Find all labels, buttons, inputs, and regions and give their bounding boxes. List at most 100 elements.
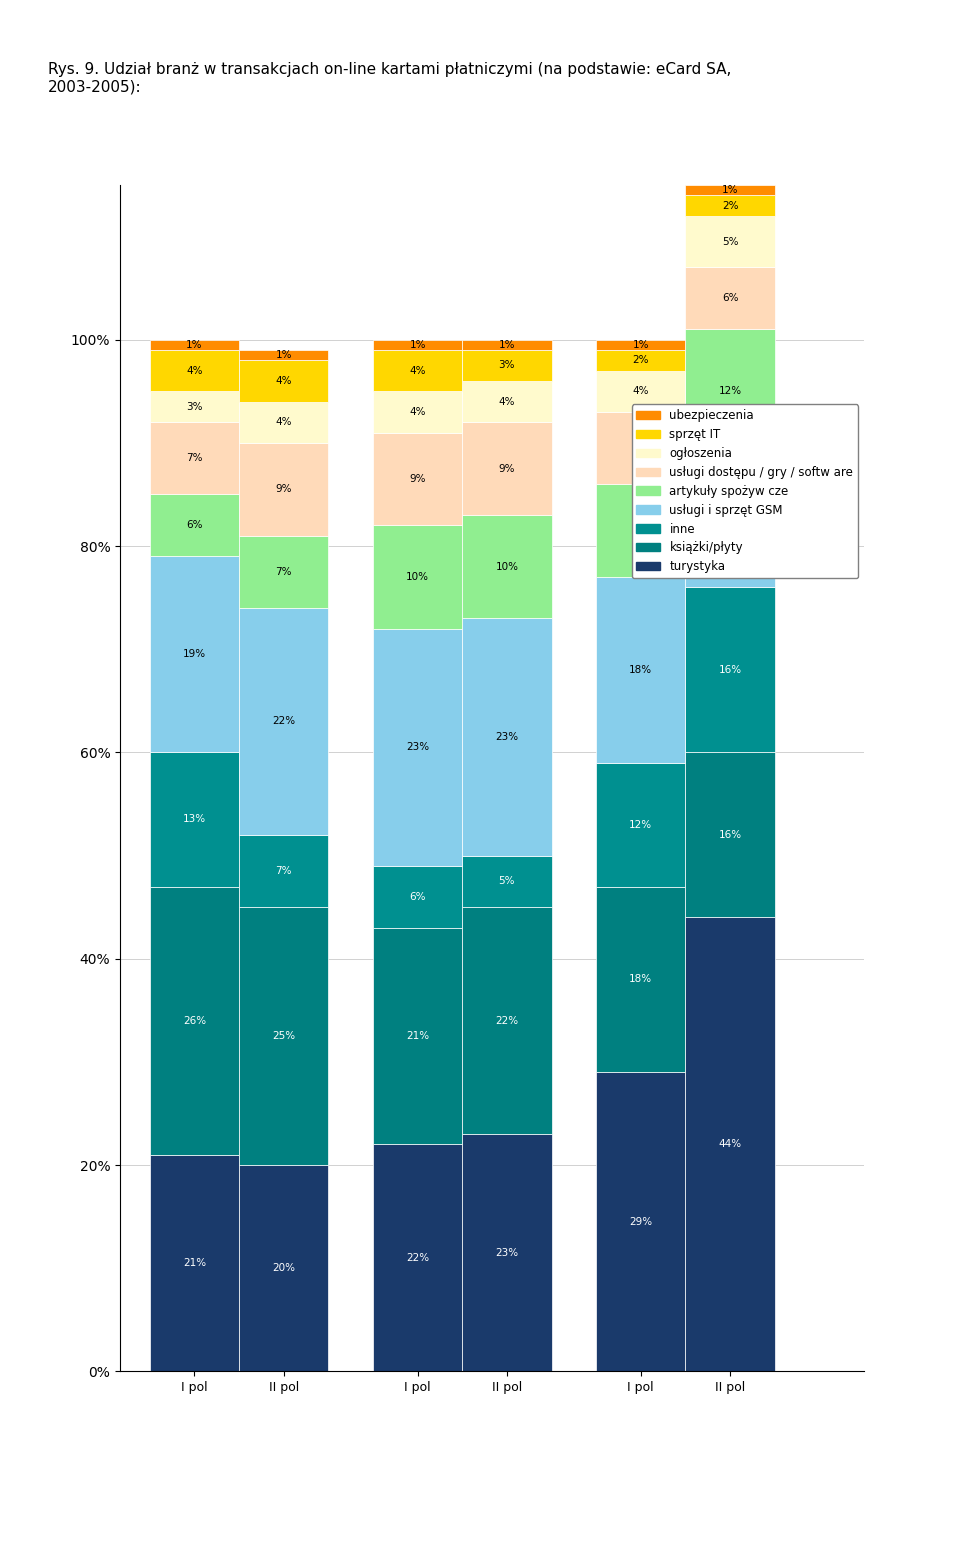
Bar	[239, 361, 328, 402]
Bar	[685, 330, 775, 453]
Bar	[150, 350, 239, 391]
Bar	[596, 763, 685, 886]
Text: 1%: 1%	[722, 185, 738, 196]
Text: 26%: 26%	[182, 1016, 206, 1026]
Bar	[372, 339, 463, 350]
Text: 9%: 9%	[633, 525, 649, 536]
Text: 10%: 10%	[495, 561, 518, 572]
Bar	[685, 185, 775, 196]
Bar	[596, 411, 685, 484]
Text: 9%: 9%	[498, 464, 516, 473]
Text: 19%: 19%	[182, 649, 206, 660]
Text: 22%: 22%	[272, 717, 296, 726]
Text: 1%: 1%	[186, 341, 203, 350]
Bar	[372, 350, 463, 391]
Text: 5%: 5%	[498, 877, 516, 886]
Text: 9%: 9%	[409, 475, 426, 484]
Bar	[685, 453, 775, 587]
Text: 23%: 23%	[406, 743, 429, 752]
Text: 44%: 44%	[718, 1139, 742, 1150]
Bar	[596, 350, 685, 371]
Text: 22%: 22%	[495, 1016, 518, 1026]
Bar	[596, 886, 685, 1073]
Text: 6%: 6%	[722, 293, 738, 304]
Bar	[463, 515, 551, 618]
Text: 4%: 4%	[276, 418, 292, 427]
Text: 22%: 22%	[406, 1253, 429, 1264]
Legend: ubezpieczenia, sprzęt IT, ogłoszenia, usługi dostępu / gry / softw are, artykuły: ubezpieczenia, sprzęt IT, ogłoszenia, us…	[632, 404, 858, 578]
Bar	[150, 556, 239, 752]
Bar	[685, 196, 775, 216]
Bar	[372, 391, 463, 433]
Text: 6%: 6%	[186, 521, 203, 530]
Text: 12%: 12%	[629, 820, 653, 829]
Text: 12%: 12%	[718, 387, 742, 396]
Bar	[685, 268, 775, 330]
Text: 7%: 7%	[276, 866, 292, 877]
Text: 10%: 10%	[406, 572, 429, 582]
Bar	[463, 855, 551, 908]
Text: 23%: 23%	[495, 1248, 518, 1257]
Bar	[239, 1165, 328, 1371]
Bar	[463, 350, 551, 381]
Text: 7%: 7%	[633, 442, 649, 453]
Bar	[463, 618, 551, 855]
Bar	[239, 442, 328, 536]
Text: 3%: 3%	[498, 361, 516, 370]
Bar	[150, 391, 239, 422]
Text: 9%: 9%	[276, 484, 292, 495]
Text: 29%: 29%	[629, 1217, 653, 1227]
Text: 4%: 4%	[276, 376, 292, 385]
Text: 25%: 25%	[272, 1031, 296, 1042]
Bar	[372, 525, 463, 629]
Text: 13%: 13%	[182, 815, 206, 824]
Bar	[150, 339, 239, 350]
Bar	[239, 536, 328, 609]
Text: 20%: 20%	[273, 1264, 295, 1273]
Text: 4%: 4%	[409, 407, 426, 418]
Bar	[372, 866, 463, 928]
Bar	[372, 433, 463, 525]
Text: 7%: 7%	[276, 567, 292, 576]
Text: 5%: 5%	[722, 237, 738, 247]
Text: 18%: 18%	[629, 974, 653, 985]
Text: 2%: 2%	[633, 356, 649, 365]
Bar	[239, 835, 328, 908]
Bar	[239, 908, 328, 1165]
Text: 21%: 21%	[406, 1031, 429, 1042]
Bar	[596, 371, 685, 411]
Bar	[239, 609, 328, 835]
Bar	[372, 1145, 463, 1371]
Text: 16%: 16%	[718, 831, 742, 840]
Bar	[463, 1134, 551, 1371]
Bar	[685, 587, 775, 752]
Text: 7%: 7%	[186, 453, 203, 464]
Text: 13%: 13%	[718, 515, 742, 525]
Bar	[596, 576, 685, 763]
Bar	[150, 422, 239, 495]
Bar	[463, 339, 551, 350]
Bar	[150, 1154, 239, 1371]
Bar	[150, 752, 239, 886]
Text: 4%: 4%	[633, 387, 649, 396]
Bar	[372, 629, 463, 866]
Bar	[150, 886, 239, 1154]
Text: 21%: 21%	[182, 1257, 206, 1268]
Bar	[596, 339, 685, 350]
Bar	[463, 908, 551, 1134]
Bar	[685, 752, 775, 917]
Text: 3%: 3%	[186, 402, 203, 411]
Text: 16%: 16%	[718, 664, 742, 675]
Text: 18%: 18%	[629, 664, 653, 675]
Text: 23%: 23%	[495, 732, 518, 741]
Bar	[150, 495, 239, 556]
Text: 1%: 1%	[633, 341, 649, 350]
Text: 4%: 4%	[186, 365, 203, 376]
Text: Rys. 9. Udział branż w transakcjach on-line kartami płatniczymi (na podstawie: e: Rys. 9. Udział branż w transakcjach on-l…	[48, 62, 732, 94]
Bar	[239, 350, 328, 361]
Text: 4%: 4%	[409, 365, 426, 376]
Bar	[463, 422, 551, 515]
Bar	[685, 216, 775, 268]
Bar	[596, 1073, 685, 1371]
Text: 4%: 4%	[498, 396, 516, 407]
